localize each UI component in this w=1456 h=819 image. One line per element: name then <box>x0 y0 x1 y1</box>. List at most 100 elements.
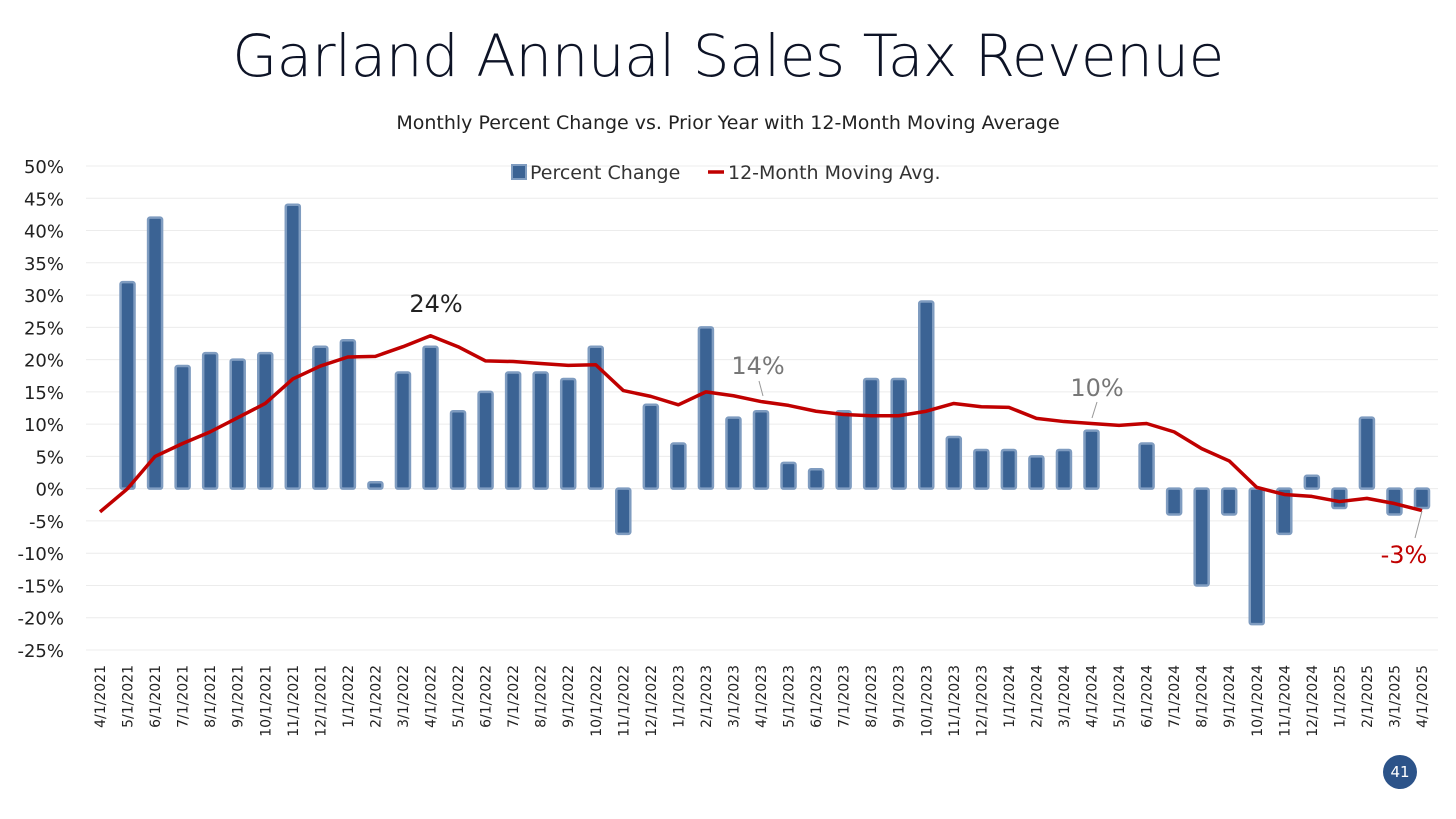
bar <box>1000 448 1018 490</box>
x-tick-label: 1/1/2024 <box>1002 665 1018 728</box>
y-tick-label: -15% <box>17 576 64 597</box>
x-tick-label: 12/1/2023 <box>974 665 990 737</box>
x-tick-label: 12/1/2021 <box>313 665 329 737</box>
legend-label-percent-change: Percent Change <box>530 162 680 184</box>
y-tick-label: 5% <box>35 447 64 468</box>
bar <box>1358 416 1376 490</box>
y-tick-label: 0% <box>35 480 64 501</box>
x-tick-label: 5/1/2021 <box>121 665 137 728</box>
x-tick-label: 8/1/2023 <box>864 665 880 728</box>
x-tick-label: 10/1/2024 <box>1250 665 1266 737</box>
page-number-badge: 41 <box>1383 755 1417 789</box>
chart-title: Garland Annual Sales Tax Revenue <box>232 22 1224 90</box>
bar <box>587 345 604 490</box>
y-tick-label: -5% <box>29 512 64 533</box>
bar <box>1413 487 1431 510</box>
annotation-label: 14% <box>731 352 784 380</box>
y-tick-label: 35% <box>24 254 64 275</box>
bar <box>504 371 522 490</box>
y-tick-label: 40% <box>24 222 64 243</box>
x-tick-label: 2/1/2024 <box>1029 665 1045 728</box>
x-tick-label: 6/1/2021 <box>148 665 164 728</box>
x-tick-label: 11/1/2021 <box>286 665 302 737</box>
bar <box>449 409 467 490</box>
bar <box>615 487 632 536</box>
x-tick-label: 4/1/2025 <box>1415 665 1431 728</box>
x-tick-label: 5/1/2024 <box>1112 665 1128 728</box>
x-tick-label: 5/1/2023 <box>782 665 798 728</box>
bar <box>339 338 357 490</box>
bar <box>312 345 329 490</box>
x-tick-label: 7/1/2023 <box>837 665 853 728</box>
y-tick-label: -10% <box>17 544 64 565</box>
bar <box>422 345 439 490</box>
x-tick-label: 10/1/2023 <box>919 665 935 737</box>
x-tick-label: 5/1/2022 <box>451 665 467 728</box>
x-tick-label: 3/1/2024 <box>1057 665 1073 728</box>
bar <box>1165 487 1183 516</box>
bar <box>973 448 990 490</box>
y-tick-label: 20% <box>24 351 64 372</box>
x-tick-label: 2/1/2022 <box>368 665 384 728</box>
y-tick-label: 25% <box>24 318 64 339</box>
x-tick-label: 8/1/2021 <box>203 665 219 728</box>
x-tick-label: 9/1/2024 <box>1222 665 1238 728</box>
bar <box>1138 442 1155 490</box>
x-tick-label: 4/1/2024 <box>1085 665 1101 728</box>
bar <box>532 371 549 490</box>
bar <box>862 377 880 490</box>
bar <box>477 390 494 490</box>
annotation-label: -3% <box>1381 541 1428 569</box>
bar <box>1331 487 1348 510</box>
bar <box>1276 487 1293 536</box>
annotation-leader-line <box>758 380 764 397</box>
x-tick-label: 9/1/2022 <box>561 665 577 728</box>
bar <box>945 435 963 490</box>
x-tick-label: 2/1/2025 <box>1360 665 1376 728</box>
bar <box>1248 487 1265 626</box>
bar <box>1083 429 1100 490</box>
annotation-leader-line <box>1091 401 1098 419</box>
bar <box>284 203 302 490</box>
bar <box>1193 487 1210 587</box>
x-tick-label: 11/1/2022 <box>616 665 632 737</box>
bar <box>394 371 412 490</box>
bar <box>559 377 577 490</box>
y-tick-label: 10% <box>24 415 64 436</box>
x-tick-label: 12/1/2024 <box>1305 665 1321 737</box>
bar <box>780 461 797 490</box>
bar <box>1055 448 1073 490</box>
annotation-label: 24% <box>409 290 462 318</box>
x-tick-label: 10/1/2021 <box>258 665 274 737</box>
x-tick-label: 6/1/2023 <box>809 665 825 728</box>
x-tick-label: 11/1/2023 <box>947 665 963 737</box>
x-tick-label: 9/1/2021 <box>231 665 247 728</box>
bar <box>146 216 164 490</box>
bar <box>1303 474 1321 490</box>
bar <box>918 300 935 490</box>
x-tick-label: 4/1/2021 <box>93 665 109 728</box>
y-tick-label: 50% <box>24 157 64 178</box>
bar <box>890 377 907 490</box>
y-tick-label: 15% <box>24 383 64 404</box>
x-tick-label: 8/1/2024 <box>1195 665 1211 728</box>
x-tick-label: 3/1/2022 <box>396 665 412 728</box>
x-tick-label: 4/1/2022 <box>424 665 440 728</box>
x-tick-label: 3/1/2025 <box>1387 665 1403 728</box>
y-tick-label: 30% <box>24 286 64 307</box>
moving-average-line <box>98 333 1423 514</box>
x-tick-label: 6/1/2022 <box>479 665 495 728</box>
y-tick-label: -20% <box>17 609 64 630</box>
x-tick-label: 7/1/2021 <box>176 665 192 728</box>
x-tick-label: 12/1/2022 <box>644 665 660 737</box>
legend-label-moving-average: 12-Month Moving Avg. <box>728 162 941 184</box>
x-tick-label: 9/1/2023 <box>892 665 908 728</box>
bar <box>1028 455 1045 490</box>
annotation-label: 10% <box>1070 374 1123 402</box>
x-tick-label: 1/1/2023 <box>671 665 687 728</box>
bar <box>1220 487 1238 516</box>
annotation-leader-line <box>1414 510 1423 539</box>
bar <box>229 358 246 490</box>
bar <box>257 351 274 490</box>
